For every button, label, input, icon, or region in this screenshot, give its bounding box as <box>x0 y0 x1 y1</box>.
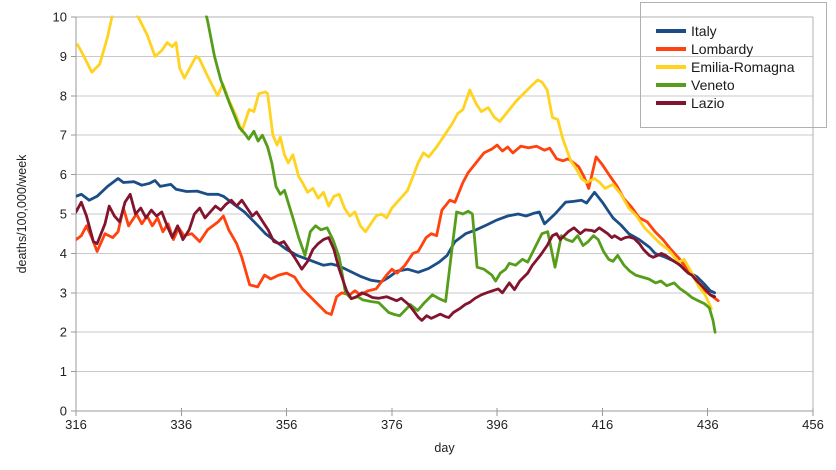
y-axis-title: deaths/100,000/week <box>15 154 29 274</box>
x-tick-label: 376 <box>381 417 403 432</box>
legend-label: Lombardy <box>691 41 754 57</box>
legend-label: Lazio <box>691 95 725 111</box>
y-tick-label: 0 <box>60 404 67 419</box>
legend-label: Italy <box>691 23 717 39</box>
y-tick-label: 5 <box>60 207 67 222</box>
legend-item-emilia-romagna: Emilia-Romagna <box>641 58 826 76</box>
x-tick-label: 456 <box>802 417 824 432</box>
series-line-italy <box>76 177 716 295</box>
x-tick-label: 396 <box>486 417 508 432</box>
legend-item-italy: Italy <box>641 22 826 40</box>
plot-border <box>76 16 814 411</box>
legend-label: Veneto <box>691 77 735 93</box>
y-tick-label: 6 <box>60 167 67 182</box>
legend-swatch-lombardy <box>656 47 686 51</box>
legend-swatch-italy <box>656 29 686 33</box>
y-tick-label: 7 <box>60 128 67 143</box>
legend-swatch-emilia-romagna <box>656 65 686 69</box>
legend-item-lombardy: Lombardy <box>641 40 826 58</box>
legend-item-lazio: Lazio <box>641 94 826 112</box>
y-tick-label: 2 <box>60 325 67 340</box>
y-tick-label: 4 <box>60 246 67 261</box>
legend-item-veneto: Veneto <box>641 76 826 94</box>
y-tick-label: 9 <box>60 49 67 64</box>
x-tick-label: 416 <box>592 417 614 432</box>
y-tick-label: 8 <box>60 88 67 103</box>
legend-swatch-lazio <box>656 101 686 105</box>
legend-label: Emilia-Romagna <box>691 59 795 75</box>
x-tick-label: 436 <box>697 417 719 432</box>
series-group <box>76 15 720 334</box>
series-line-lazio <box>76 192 716 322</box>
axes <box>71 16 814 416</box>
legend-swatch-veneto <box>656 83 686 87</box>
x-tick-label: 356 <box>276 417 298 432</box>
legend: Italy Lombardy Emilia-Romagna Veneto Lazio <box>640 2 827 128</box>
x-tick-label: 336 <box>170 417 192 432</box>
y-tick-label: 10 <box>53 10 67 25</box>
y-tick-label: 1 <box>60 364 67 379</box>
x-axis-title: day <box>434 441 455 455</box>
y-tick-label: 3 <box>60 285 67 300</box>
series-line-veneto <box>204 15 717 334</box>
series-line-emilia-romagna <box>76 15 713 311</box>
series-line-lombardy <box>76 143 720 316</box>
gridlines <box>76 55 813 373</box>
x-tick-label: 316 <box>65 417 87 432</box>
